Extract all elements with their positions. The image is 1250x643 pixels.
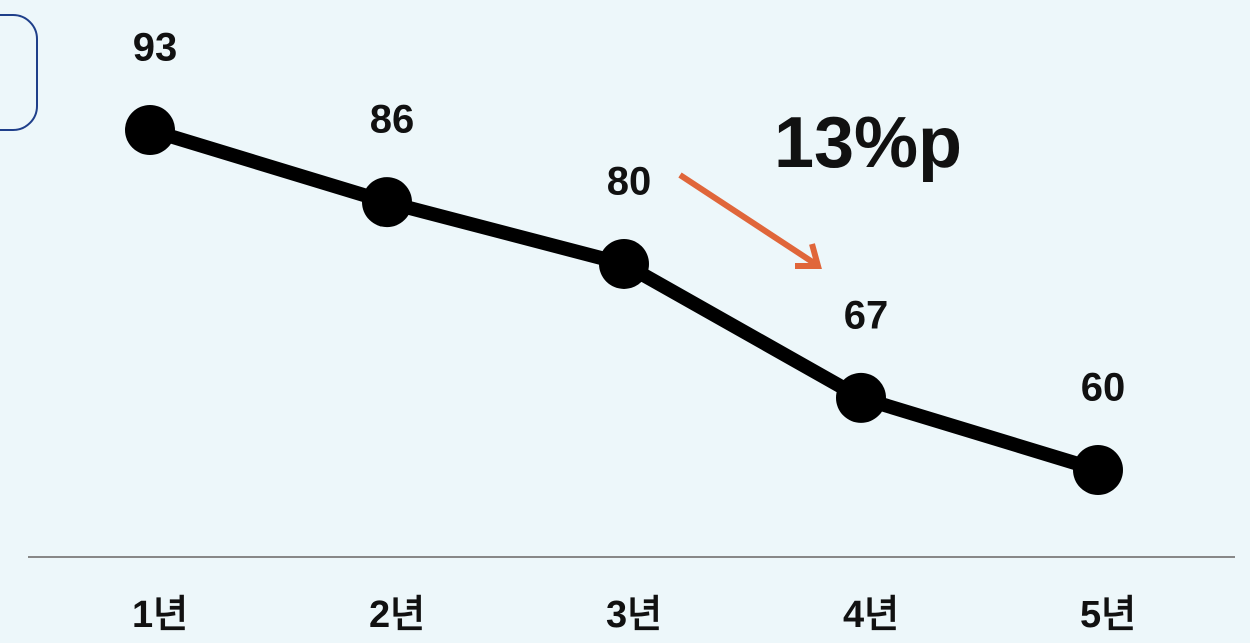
x-tick-label: 5년 (1080, 594, 1136, 636)
point (125, 105, 175, 155)
x-tick-label: 1년 (132, 594, 188, 636)
annotation: 13%p (774, 103, 962, 183)
point (599, 238, 649, 289)
data-label: 93 (133, 26, 178, 70)
data-label: 86 (370, 98, 415, 142)
annotation-arrow (678, 172, 816, 266)
data-label: 80 (607, 160, 652, 204)
point (836, 372, 886, 423)
x-tick-label: 2년 (369, 594, 425, 636)
data-label: 67 (844, 293, 889, 337)
side-box (0, 14, 38, 131)
x-tick-label: 4년 (843, 594, 899, 636)
annotation-arrowhead (795, 243, 822, 269)
data-label: 60 (1081, 366, 1126, 410)
point (362, 177, 412, 228)
x-tick-label: 3년 (606, 594, 662, 636)
point (1073, 445, 1123, 495)
